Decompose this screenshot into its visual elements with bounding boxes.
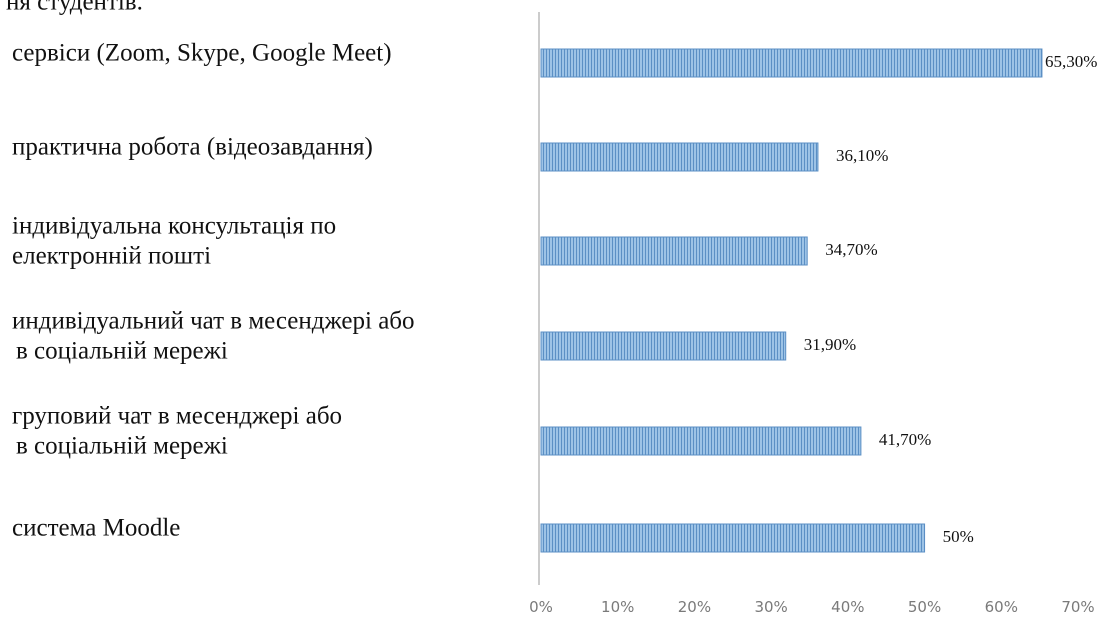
x-tick-label-0: 0% xyxy=(529,598,553,616)
category-label-1-0: практична робота (відеозавдання) xyxy=(12,134,373,161)
bar-1 xyxy=(540,142,819,172)
bar-2 xyxy=(540,236,808,266)
category-label-3-0: индивідуальний чат в месенджері або xyxy=(12,308,415,335)
x-tick-label-1: 10% xyxy=(601,598,634,616)
x-tick-label-7: 70% xyxy=(1061,598,1094,616)
value-label-3: 31,90% xyxy=(804,335,856,354)
header-fragment: ня студентів. xyxy=(6,0,143,16)
category-label-3-1: в соціальній мережі xyxy=(16,338,228,365)
category-label-2-1: електронній пошті xyxy=(12,243,211,270)
x-tick-label-4: 40% xyxy=(831,598,864,616)
value-label-5: 50% xyxy=(943,527,974,546)
category-label-4-1: в соціальній мережі xyxy=(16,433,228,460)
x-tick-label-3: 30% xyxy=(754,598,787,616)
bar-4 xyxy=(540,426,862,456)
x-tick-label-2: 20% xyxy=(678,598,711,616)
category-label-0-0: сервіси (Zoom, Skype, Google Meet) xyxy=(12,40,392,67)
x-tick-label-5: 50% xyxy=(908,598,941,616)
category-label-4-0: груповий чат в месенджері або xyxy=(12,403,342,430)
bar-5 xyxy=(540,523,926,553)
value-label-4: 41,70% xyxy=(879,430,931,449)
category-label-5-0: система Moodle xyxy=(12,515,180,542)
value-label-2: 34,70% xyxy=(825,240,877,259)
category-label-2-0: індивідуальна консультація по xyxy=(12,213,336,240)
bar-3 xyxy=(540,331,787,361)
bar-0 xyxy=(540,48,1043,78)
value-label-1: 36,10% xyxy=(836,146,888,165)
x-tick-label-6: 60% xyxy=(985,598,1018,616)
value-label-0: 65,30% xyxy=(1045,52,1097,71)
